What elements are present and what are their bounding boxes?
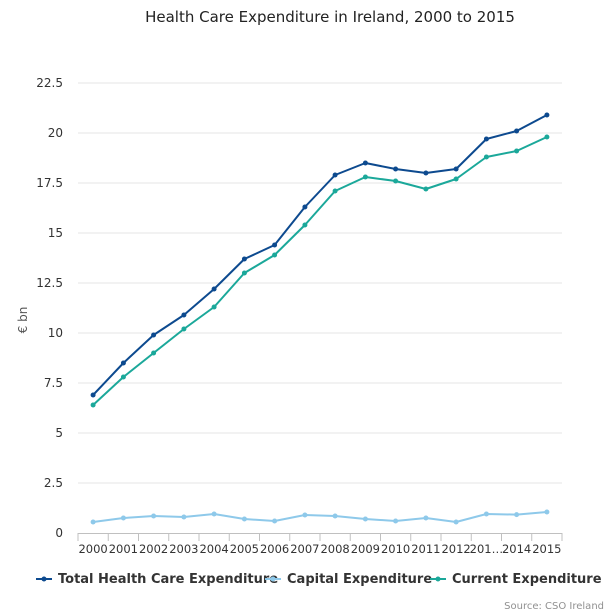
x-axis: 2000 2001 2002 2003 2004 2005 2006 2007 2008 2009… xyxy=(77,533,563,556)
y-axis-title: € bn xyxy=(16,307,30,334)
data-point[interactable] xyxy=(332,172,338,178)
data-point[interactable] xyxy=(362,174,368,180)
data-point[interactable] xyxy=(211,304,217,310)
data-point[interactable] xyxy=(483,154,489,160)
legend-label: Current Expenditure xyxy=(452,572,602,587)
y-tick-label: 20 xyxy=(48,126,63,140)
series-line[interactable] xyxy=(92,114,548,396)
x-tick-label: 2003 xyxy=(169,542,198,556)
legend-item[interactable]: Capital Expenditure xyxy=(265,572,432,587)
series-line[interactable] xyxy=(92,511,548,523)
data-point[interactable] xyxy=(453,519,459,525)
x-tick-label: 2002 xyxy=(139,542,168,556)
data-point[interactable] xyxy=(272,242,278,248)
data-point[interactable] xyxy=(544,509,550,515)
data-point[interactable] xyxy=(241,270,247,276)
x-tick-label: 201… xyxy=(470,542,503,556)
data-point[interactable] xyxy=(332,188,338,194)
data-point[interactable] xyxy=(423,186,429,192)
data-point[interactable] xyxy=(453,166,459,172)
y-tick-label: 0 xyxy=(55,526,63,540)
data-point[interactable] xyxy=(90,392,96,398)
data-point[interactable] xyxy=(241,516,247,522)
data-point[interactable] xyxy=(514,128,520,134)
data-point[interactable] xyxy=(302,512,308,518)
data-point[interactable] xyxy=(544,134,550,140)
x-tick-label: 2004 xyxy=(199,542,228,556)
y-tick-label: 17.5 xyxy=(36,176,63,190)
data-point[interactable] xyxy=(302,204,308,210)
data-point[interactable] xyxy=(423,515,429,521)
legend-marker xyxy=(41,576,47,582)
x-tick-label: 2008 xyxy=(320,542,349,556)
data-point[interactable] xyxy=(393,166,399,172)
legend-marker xyxy=(435,576,441,582)
data-point[interactable] xyxy=(393,518,399,524)
series-1[interactable] xyxy=(90,112,550,398)
x-tick-label: 2014 xyxy=(502,542,531,556)
data-point[interactable] xyxy=(151,332,157,338)
data-point[interactable] xyxy=(362,516,368,522)
data-point[interactable] xyxy=(393,178,399,184)
data-point[interactable] xyxy=(120,374,126,380)
data-point[interactable] xyxy=(453,176,459,182)
legend-label: Total Health Care Expenditure xyxy=(58,572,278,587)
data-point[interactable] xyxy=(211,286,217,292)
y-tick-label: 22.5 xyxy=(36,76,63,90)
x-tick-label: 2000 xyxy=(78,542,107,556)
data-point[interactable] xyxy=(514,148,520,154)
series-3[interactable] xyxy=(90,134,550,408)
data-point[interactable] xyxy=(241,256,247,262)
data-point[interactable] xyxy=(90,402,96,408)
x-tick-label: 2012 xyxy=(441,542,470,556)
y-axis-ticks: 0 2.5 5 7.5 10 12.5 15 17.5 20 22.5 xyxy=(36,76,63,540)
chart-title: Health Care Expenditure in Ireland, 2000… xyxy=(145,8,515,26)
series-2[interactable] xyxy=(90,509,550,525)
data-point[interactable] xyxy=(483,136,489,142)
data-point[interactable] xyxy=(514,512,520,518)
data-point[interactable] xyxy=(272,518,278,524)
x-tick-label: 2007 xyxy=(290,542,319,556)
data-point[interactable] xyxy=(423,170,429,176)
data-point[interactable] xyxy=(332,513,338,519)
data-point[interactable] xyxy=(211,511,217,517)
data-point[interactable] xyxy=(120,515,126,521)
data-point[interactable] xyxy=(181,326,187,332)
x-tick-label: 2006 xyxy=(260,542,289,556)
y-tick-label: 2.5 xyxy=(44,476,63,490)
legend[interactable]: Total Health Care Expenditure Capital Exp… xyxy=(36,572,602,587)
series-lines xyxy=(90,112,550,525)
x-tick-label: 2015 xyxy=(532,542,561,556)
x-tick-label: 2011 xyxy=(411,542,440,556)
legend-item[interactable]: Current Expenditure xyxy=(430,572,602,587)
legend-label: Capital Expenditure xyxy=(287,572,432,587)
data-point[interactable] xyxy=(151,350,157,356)
data-point[interactable] xyxy=(544,112,550,118)
source-credit: Source: CSO Ireland xyxy=(504,601,604,612)
data-point[interactable] xyxy=(151,513,157,519)
series-line[interactable] xyxy=(92,136,548,406)
gridlines xyxy=(78,82,562,484)
data-point[interactable] xyxy=(362,160,368,166)
x-tick-label: 2001 xyxy=(109,542,138,556)
data-point[interactable] xyxy=(181,312,187,318)
data-point[interactable] xyxy=(120,360,126,366)
x-tick-label: 2009 xyxy=(351,542,380,556)
y-tick-label: 10 xyxy=(48,326,63,340)
x-tick-label: 2010 xyxy=(381,542,410,556)
x-tick-label: 2005 xyxy=(230,542,259,556)
data-point[interactable] xyxy=(483,511,489,517)
data-point[interactable] xyxy=(272,252,278,258)
y-tick-label: 5 xyxy=(55,426,63,440)
data-point[interactable] xyxy=(302,222,308,228)
data-point[interactable] xyxy=(181,514,187,520)
y-tick-label: 15 xyxy=(48,226,63,240)
y-tick-label: 7.5 xyxy=(44,376,63,390)
y-tick-label: 12.5 xyxy=(36,276,63,290)
legend-marker xyxy=(270,576,276,582)
legend-item[interactable]: Total Health Care Expenditure xyxy=(36,572,278,587)
data-point[interactable] xyxy=(90,519,96,525)
